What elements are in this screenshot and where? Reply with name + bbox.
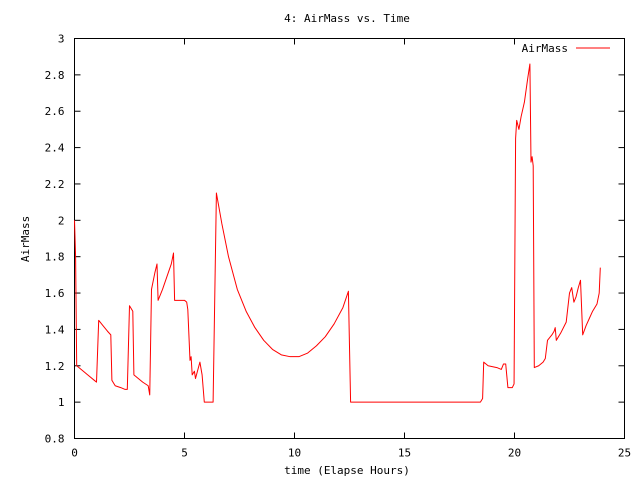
- y-tick-label: 2.8: [45, 69, 65, 82]
- y-tick-label: 1.8: [45, 251, 65, 264]
- x-tick-label: 10: [288, 447, 301, 460]
- plot-frame: [74, 38, 625, 439]
- legend-label-airmass: AirMass: [522, 42, 568, 55]
- y-tick-label: 1.6: [45, 287, 65, 300]
- x-axis: 0 5 10 15 20 25: [71, 38, 631, 460]
- x-tick-label: 5: [181, 447, 188, 460]
- x-tick-label: 0: [71, 447, 78, 460]
- y-tick-label: 2.6: [45, 105, 65, 118]
- x-tick-label: 25: [618, 447, 631, 460]
- x-axis-title: time (Elapse Hours): [284, 464, 410, 477]
- series-line-airmass: [74, 63, 601, 403]
- y-axis: 0.8 1 1.2 1.4 1.6 1.8 2 2.2 2.4 2.6 2.8 3: [45, 33, 625, 446]
- y-tick-label: 0.8: [45, 433, 65, 446]
- series-layer: [74, 63, 601, 403]
- y-tick-label: 1.2: [45, 360, 65, 373]
- y-tick-label: 1: [58, 396, 65, 409]
- y-tick-label: 2.4: [45, 142, 65, 155]
- plot-area: 0 5 10 15 20 25 0.8 1 1.2 1.4 1.6 1.8 2 2.2 2.4 2.6 2.8…: [45, 33, 632, 460]
- x-tick-label: 15: [398, 447, 411, 460]
- y-tick-label: 1.4: [45, 323, 65, 336]
- x-tick-label: 20: [508, 447, 521, 460]
- y-tick-label: 2: [58, 214, 65, 227]
- y-axis-title: AirMass: [19, 216, 32, 262]
- chart-title: 4: AirMass vs. Time: [284, 12, 410, 25]
- legend: AirMass: [522, 42, 610, 55]
- y-tick-label: 3: [58, 33, 65, 46]
- y-tick-label: 2.2: [45, 178, 65, 191]
